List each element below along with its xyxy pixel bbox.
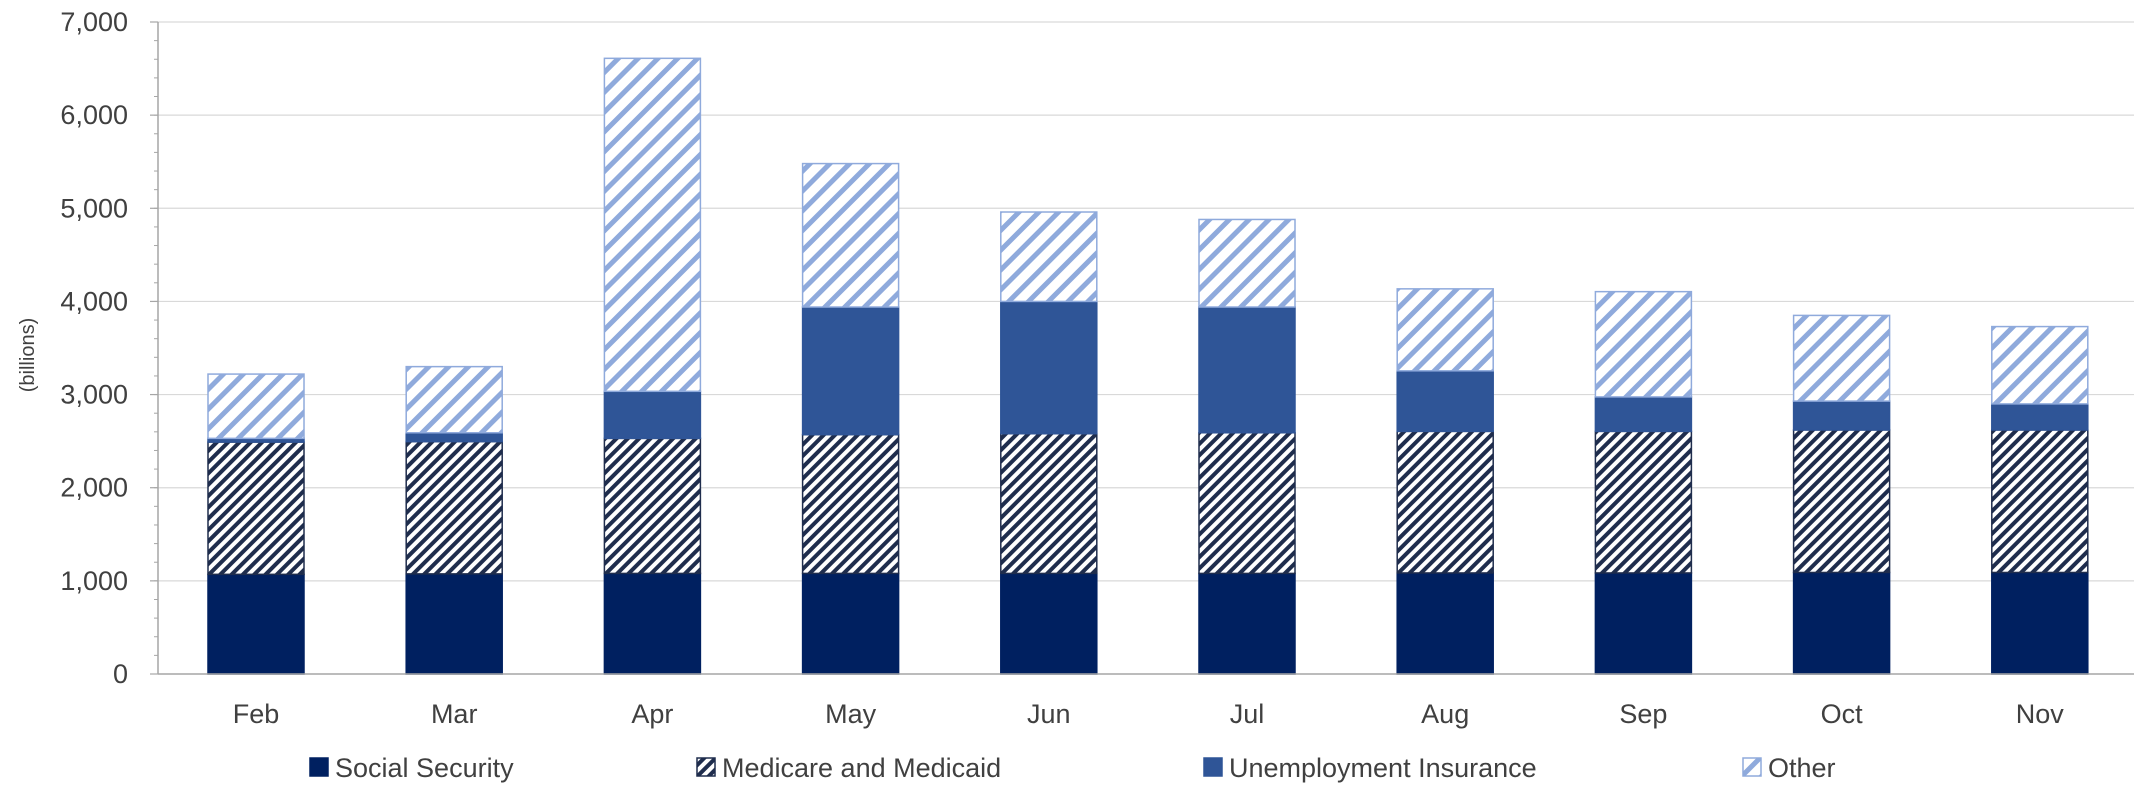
- bar-segment-unemployment-insurance: [1198, 306, 1296, 434]
- bar-segment-social-security: [1594, 572, 1693, 675]
- bar-segment-medicare-and-medicaid: [1396, 430, 1494, 574]
- x-tick-label: Feb: [233, 699, 280, 729]
- legend-swatch: [309, 757, 329, 777]
- y-tick-label: 2,000: [60, 473, 128, 503]
- legend-label: Medicare and Medicaid: [722, 753, 1001, 783]
- bar-segment-unemployment-insurance: [405, 432, 503, 443]
- bar-segment-medicare-and-medicaid: [1792, 429, 1891, 574]
- y-tick-label: 5,000: [60, 193, 128, 223]
- bar-segment-unemployment-insurance: [1594, 396, 1693, 433]
- y-tick-label: 7,000: [60, 7, 128, 37]
- x-tick-label: Oct: [1821, 699, 1864, 729]
- bar-segment-social-security: [801, 572, 900, 675]
- bar-segment-unemployment-insurance: [603, 390, 702, 440]
- bar-segment-other: [1991, 325, 2089, 405]
- bar-segment-other: [1792, 314, 1891, 402]
- bar-segment-other: [1396, 288, 1494, 372]
- x-tick-label: Jun: [1027, 699, 1071, 729]
- bar-segment-other: [801, 162, 900, 308]
- y-tick-label: 3,000: [60, 380, 128, 410]
- bar-segment-medicare-and-medicaid: [1594, 430, 1693, 574]
- bar-segment-other: [1198, 218, 1296, 308]
- x-tick-label: Nov: [2016, 699, 2065, 729]
- axes: 0 1,000 2,000 3,000 4,000 5,000 6,000 7,000 Feb M…: [60, 7, 2134, 729]
- y-tick-label: 0: [113, 659, 128, 689]
- y-tick-label: 4,000: [60, 286, 128, 316]
- bar-segment-unemployment-insurance: [1991, 403, 2089, 431]
- bar-segment-medicare-and-medicaid: [801, 433, 900, 575]
- bar-segment-other: [1000, 211, 1098, 303]
- legend-label: Other: [1768, 753, 1836, 783]
- legend-label: Social Security: [335, 753, 514, 783]
- y-tick-label: 1,000: [60, 566, 128, 596]
- x-tick-label: Jul: [1230, 699, 1265, 729]
- bar-segment-other: [603, 57, 702, 393]
- x-tick-label: Mar: [431, 699, 478, 729]
- bar-segment-social-security: [405, 573, 503, 675]
- x-tick-label: Apr: [631, 699, 673, 729]
- bar-segment-other: [1594, 290, 1693, 398]
- legend-label: Unemployment Insurance: [1229, 753, 1537, 783]
- x-tick-label: May: [825, 699, 877, 729]
- legend: Social Security Medicare and Medicaid Unem…: [309, 753, 1836, 783]
- bar-segment-unemployment-insurance: [1396, 370, 1494, 433]
- bar-segment-medicare-and-medicaid: [603, 437, 702, 575]
- bar-segment-other: [405, 365, 503, 434]
- legend-swatch: [1742, 757, 1762, 777]
- bar-segment-medicare-and-medicaid: [207, 441, 305, 576]
- bar-segment-other: [207, 373, 305, 440]
- bar-segment-social-security: [207, 573, 305, 675]
- legend-swatch: [696, 757, 716, 777]
- bar-segment-medicare-and-medicaid: [1000, 432, 1098, 575]
- bar-segment-medicare-and-medicaid: [1198, 432, 1296, 575]
- bar-segment-social-security: [1198, 572, 1296, 675]
- bar-segment-social-security: [1991, 571, 2089, 675]
- legend-swatch: [1203, 757, 1223, 777]
- bar-segment-social-security: [1792, 571, 1891, 675]
- x-tick-label: Sep: [1619, 699, 1667, 729]
- bar-segment-social-security: [1396, 572, 1494, 675]
- bars: [207, 57, 2089, 675]
- bar-segment-unemployment-insurance: [801, 306, 900, 436]
- bar-segment-medicare-and-medicaid: [1991, 429, 2089, 574]
- y-axis-title: (billions): [17, 318, 39, 392]
- bar-segment-unemployment-insurance: [1792, 400, 1891, 431]
- bar-segment-social-security: [1000, 572, 1098, 675]
- bar-segment-social-security: [603, 572, 702, 675]
- x-tick-label: Aug: [1421, 699, 1469, 729]
- bar-segment-unemployment-insurance: [1000, 300, 1098, 435]
- y-tick-label: 6,000: [60, 100, 128, 130]
- bar-segment-medicare-and-medicaid: [405, 440, 503, 575]
